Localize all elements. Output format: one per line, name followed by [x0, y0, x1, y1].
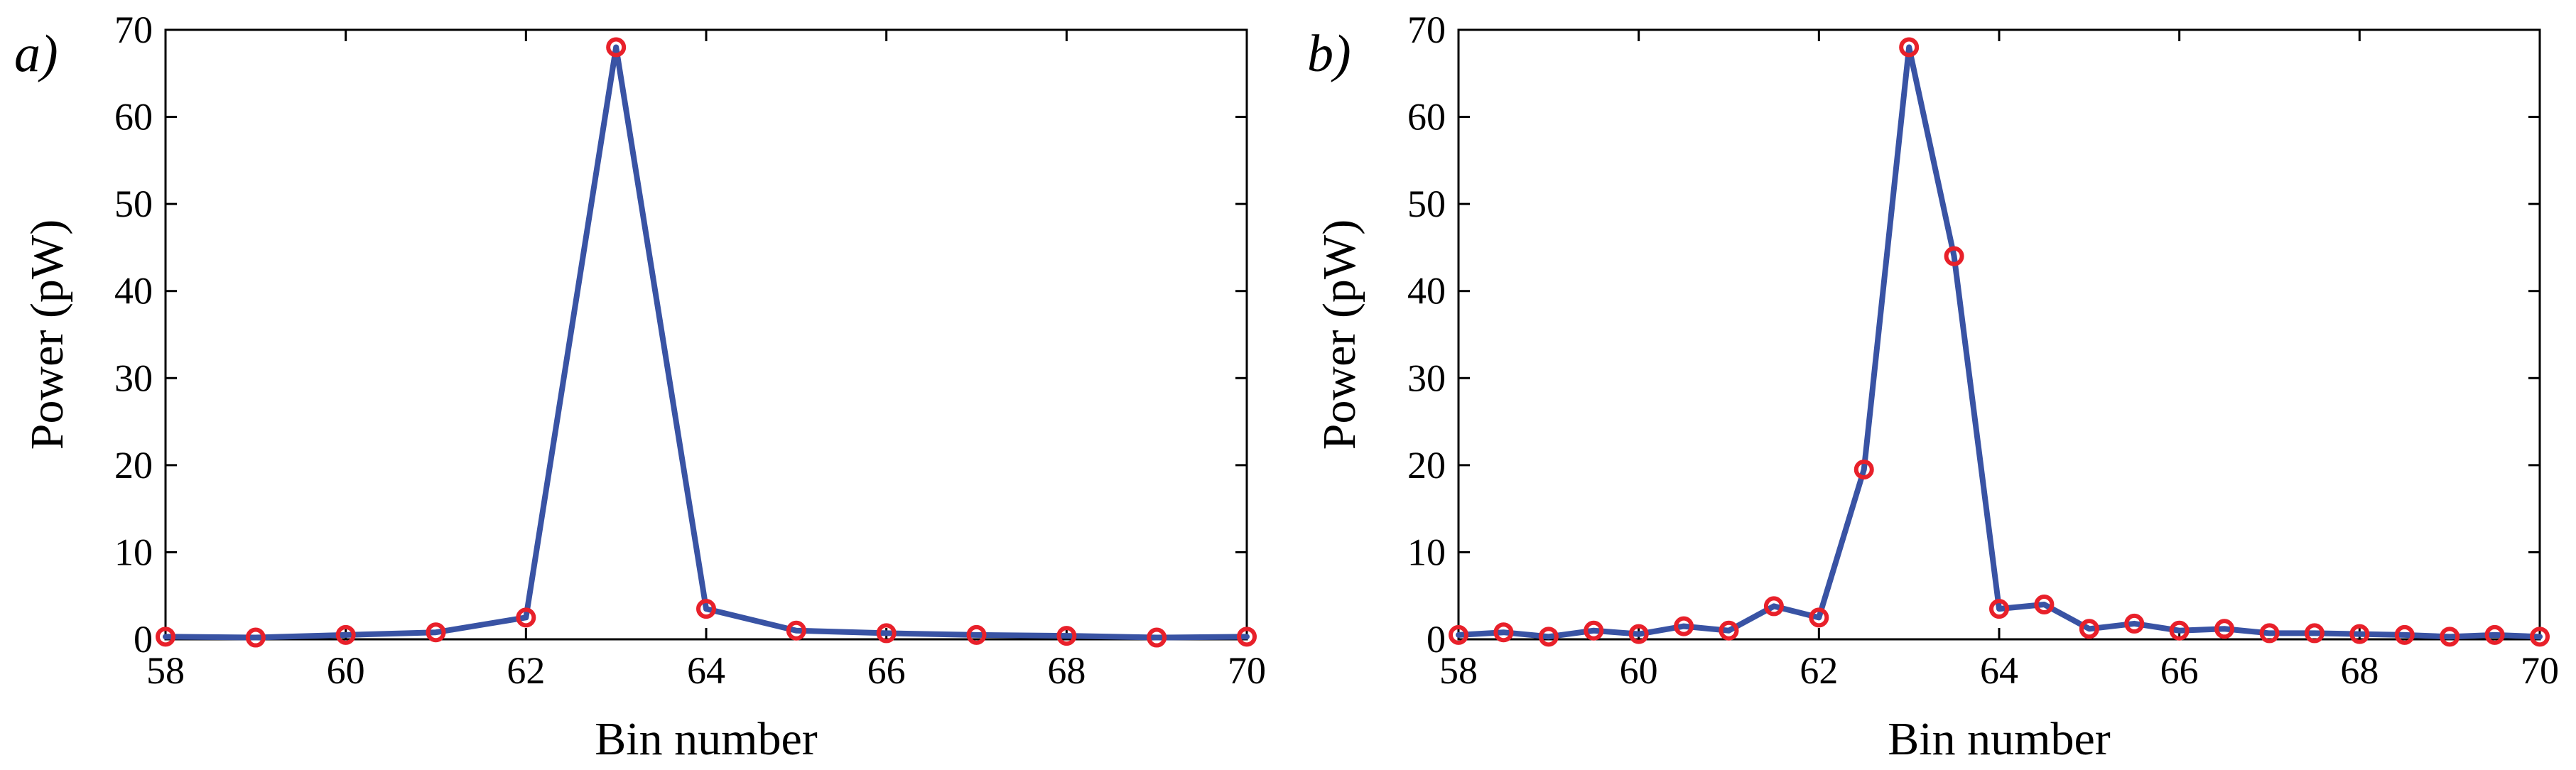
- x-axis-title: Bin number: [1888, 713, 2110, 765]
- y-tick-label: 50: [114, 183, 153, 225]
- data-point: [1056, 626, 1077, 646]
- data-point: [2304, 623, 2325, 644]
- data-point: [2394, 624, 2415, 645]
- data-point: [2259, 623, 2280, 644]
- y-tick-label: 40: [114, 270, 153, 313]
- panel-b: 58 60 62 64 66 68 70 0 10 20 30 40 50 60 70 Bin number P…: [1307, 9, 2559, 765]
- data-point: [2349, 624, 2370, 644]
- data-point: [1763, 596, 1784, 617]
- y-tick-label: 50: [1407, 183, 1446, 225]
- y-tick-label: 0: [134, 618, 153, 661]
- data-point: [1853, 459, 1874, 479]
- y-tick-label: 30: [114, 357, 153, 399]
- data-point: [1449, 624, 1468, 645]
- plot-frame: [164, 28, 1248, 641]
- data-point: [1674, 616, 1694, 636]
- data-point: [2484, 624, 2505, 645]
- data-point: [1989, 599, 2009, 619]
- data-point: [696, 599, 716, 619]
- y-axis-title: Power (pW): [21, 219, 73, 450]
- y-tick-label: 10: [114, 531, 153, 573]
- y-tick-label: 70: [114, 9, 153, 51]
- y-tick-label: 60: [114, 96, 153, 139]
- y-axis-title: Power (pW): [1314, 219, 1365, 450]
- x-tick-label: 66: [867, 649, 906, 692]
- panel-a: 58 60 62 64 66 68 70 0 10 20 30 40 50 60 70 Bin number P…: [14, 9, 1266, 765]
- data-point: [966, 624, 987, 645]
- panel-label: b): [1307, 25, 1351, 83]
- x-tick-label: 60: [327, 649, 365, 692]
- data-point: [156, 627, 175, 647]
- data-point: [1809, 607, 1829, 628]
- y-tick-label: 10: [1407, 531, 1446, 573]
- data-point: [1493, 622, 1514, 643]
- x-tick-label: 58: [146, 649, 185, 692]
- x-tick-label: 68: [1047, 649, 1086, 692]
- data-point: [2169, 620, 2190, 641]
- data-point: [1944, 246, 1964, 266]
- x-tick-label: 70: [2521, 649, 2559, 692]
- y-tick-label: 70: [1407, 9, 1446, 51]
- panel-label: a): [14, 25, 58, 83]
- y-tick-label: 20: [1407, 444, 1446, 487]
- data-point: [606, 37, 627, 58]
- data-point: [1538, 627, 1559, 647]
- data-point: [2079, 619, 2099, 639]
- y-tick-label: 0: [1427, 618, 1446, 661]
- y-tick-label: 40: [1407, 270, 1446, 313]
- data-point: [786, 620, 806, 641]
- data-point: [1719, 620, 1739, 641]
- x-tick-label: 68: [2340, 649, 2379, 692]
- data-point: [2034, 594, 2055, 614]
- x-tick-label: 58: [1439, 649, 1478, 692]
- data-point: [2530, 627, 2550, 647]
- data-point: [2440, 627, 2460, 647]
- y-tick-label: 20: [114, 444, 153, 487]
- x-axis-title: Bin number: [595, 713, 817, 765]
- plot-frame: [1457, 28, 2541, 641]
- data-point: [1628, 624, 1649, 644]
- x-tick-label: 60: [1620, 649, 1658, 692]
- data-point: [335, 624, 356, 645]
- data-point: [876, 623, 897, 644]
- y-tick-label: 60: [1407, 96, 1446, 139]
- series-line: [1456, 44, 2543, 640]
- x-tick-label: 66: [2160, 649, 2199, 692]
- data-point: [1147, 627, 1167, 648]
- data-point: [2124, 613, 2145, 634]
- data-point: [1237, 627, 1257, 647]
- x-tick-label: 62: [507, 649, 545, 692]
- y-tick-label: 30: [1407, 357, 1446, 399]
- data-point: [1584, 620, 1604, 641]
- x-tick-label: 64: [687, 649, 725, 692]
- x-tick-label: 64: [1980, 649, 2018, 692]
- data-point: [245, 627, 266, 648]
- data-point: [516, 607, 536, 628]
- x-tick-label: 62: [1800, 649, 1838, 692]
- x-tick-label: 70: [1228, 649, 1266, 692]
- data-point: [1899, 37, 1920, 58]
- data-point: [426, 622, 446, 643]
- data-point: [2214, 619, 2235, 639]
- series-line: [163, 44, 1250, 641]
